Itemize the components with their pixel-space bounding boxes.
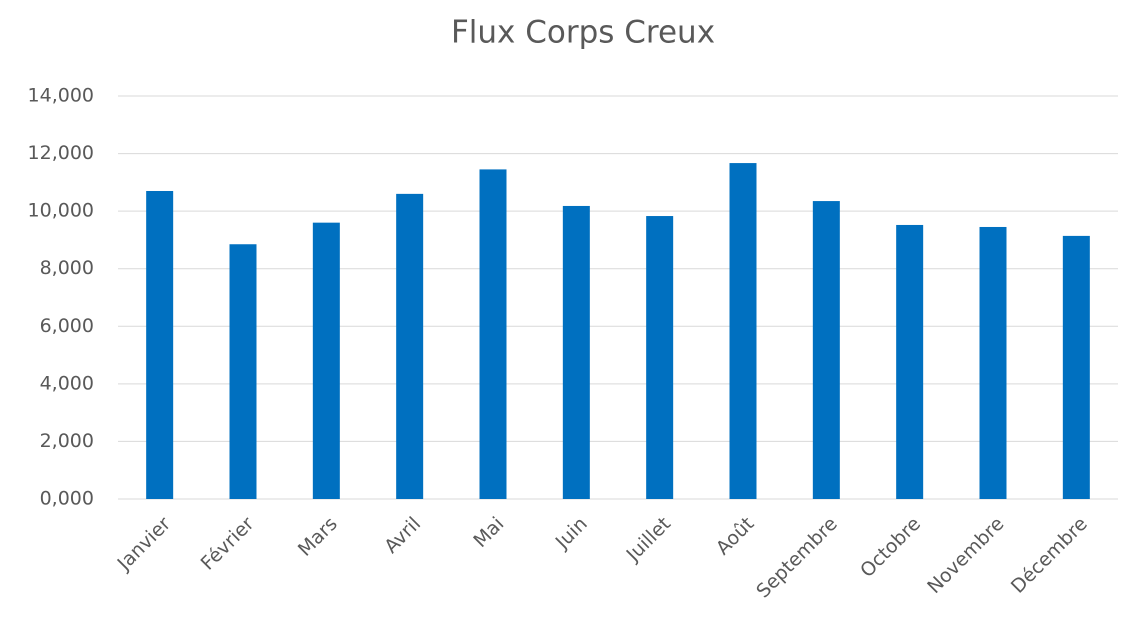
bar bbox=[729, 163, 757, 499]
x-tick-label: Mars bbox=[294, 513, 342, 561]
x-tick-label: Avril bbox=[380, 513, 425, 558]
y-tick-label: 4,000 bbox=[40, 372, 94, 394]
bar bbox=[479, 169, 507, 499]
x-tick-label: Décembre bbox=[1007, 513, 1092, 598]
y-tick-label: 10,000 bbox=[28, 200, 94, 222]
x-tick-label: Septembre bbox=[752, 513, 842, 603]
y-tick-label: 6,000 bbox=[40, 315, 94, 337]
bar bbox=[562, 205, 590, 499]
x-tick-label: Juillet bbox=[622, 513, 675, 566]
bar bbox=[396, 193, 424, 499]
y-tick-label: 2,000 bbox=[40, 430, 94, 452]
x-tick-label: Novembre bbox=[923, 513, 1008, 598]
bar bbox=[646, 216, 674, 499]
y-tick-label: 14,000 bbox=[28, 85, 94, 107]
x-tick-label: Février bbox=[197, 513, 259, 575]
bar bbox=[979, 226, 1007, 499]
y-tick-label: 12,000 bbox=[28, 142, 94, 164]
x-tick-label: Janvier bbox=[113, 513, 176, 576]
x-tick-label: Juin bbox=[551, 513, 592, 554]
bar bbox=[312, 222, 340, 499]
bar bbox=[1062, 235, 1090, 500]
y-tick-label: 0,000 bbox=[40, 488, 94, 510]
bar bbox=[812, 201, 840, 499]
x-tick-label: Octobre bbox=[856, 513, 925, 582]
bar bbox=[896, 224, 924, 499]
x-tick-label: Mai bbox=[469, 513, 508, 552]
x-tick-label: Août bbox=[712, 513, 759, 560]
y-tick-label: 8,000 bbox=[40, 257, 94, 279]
bar bbox=[146, 190, 174, 499]
bar bbox=[229, 244, 257, 499]
chart-title: Flux Corps Creux bbox=[451, 15, 715, 51]
